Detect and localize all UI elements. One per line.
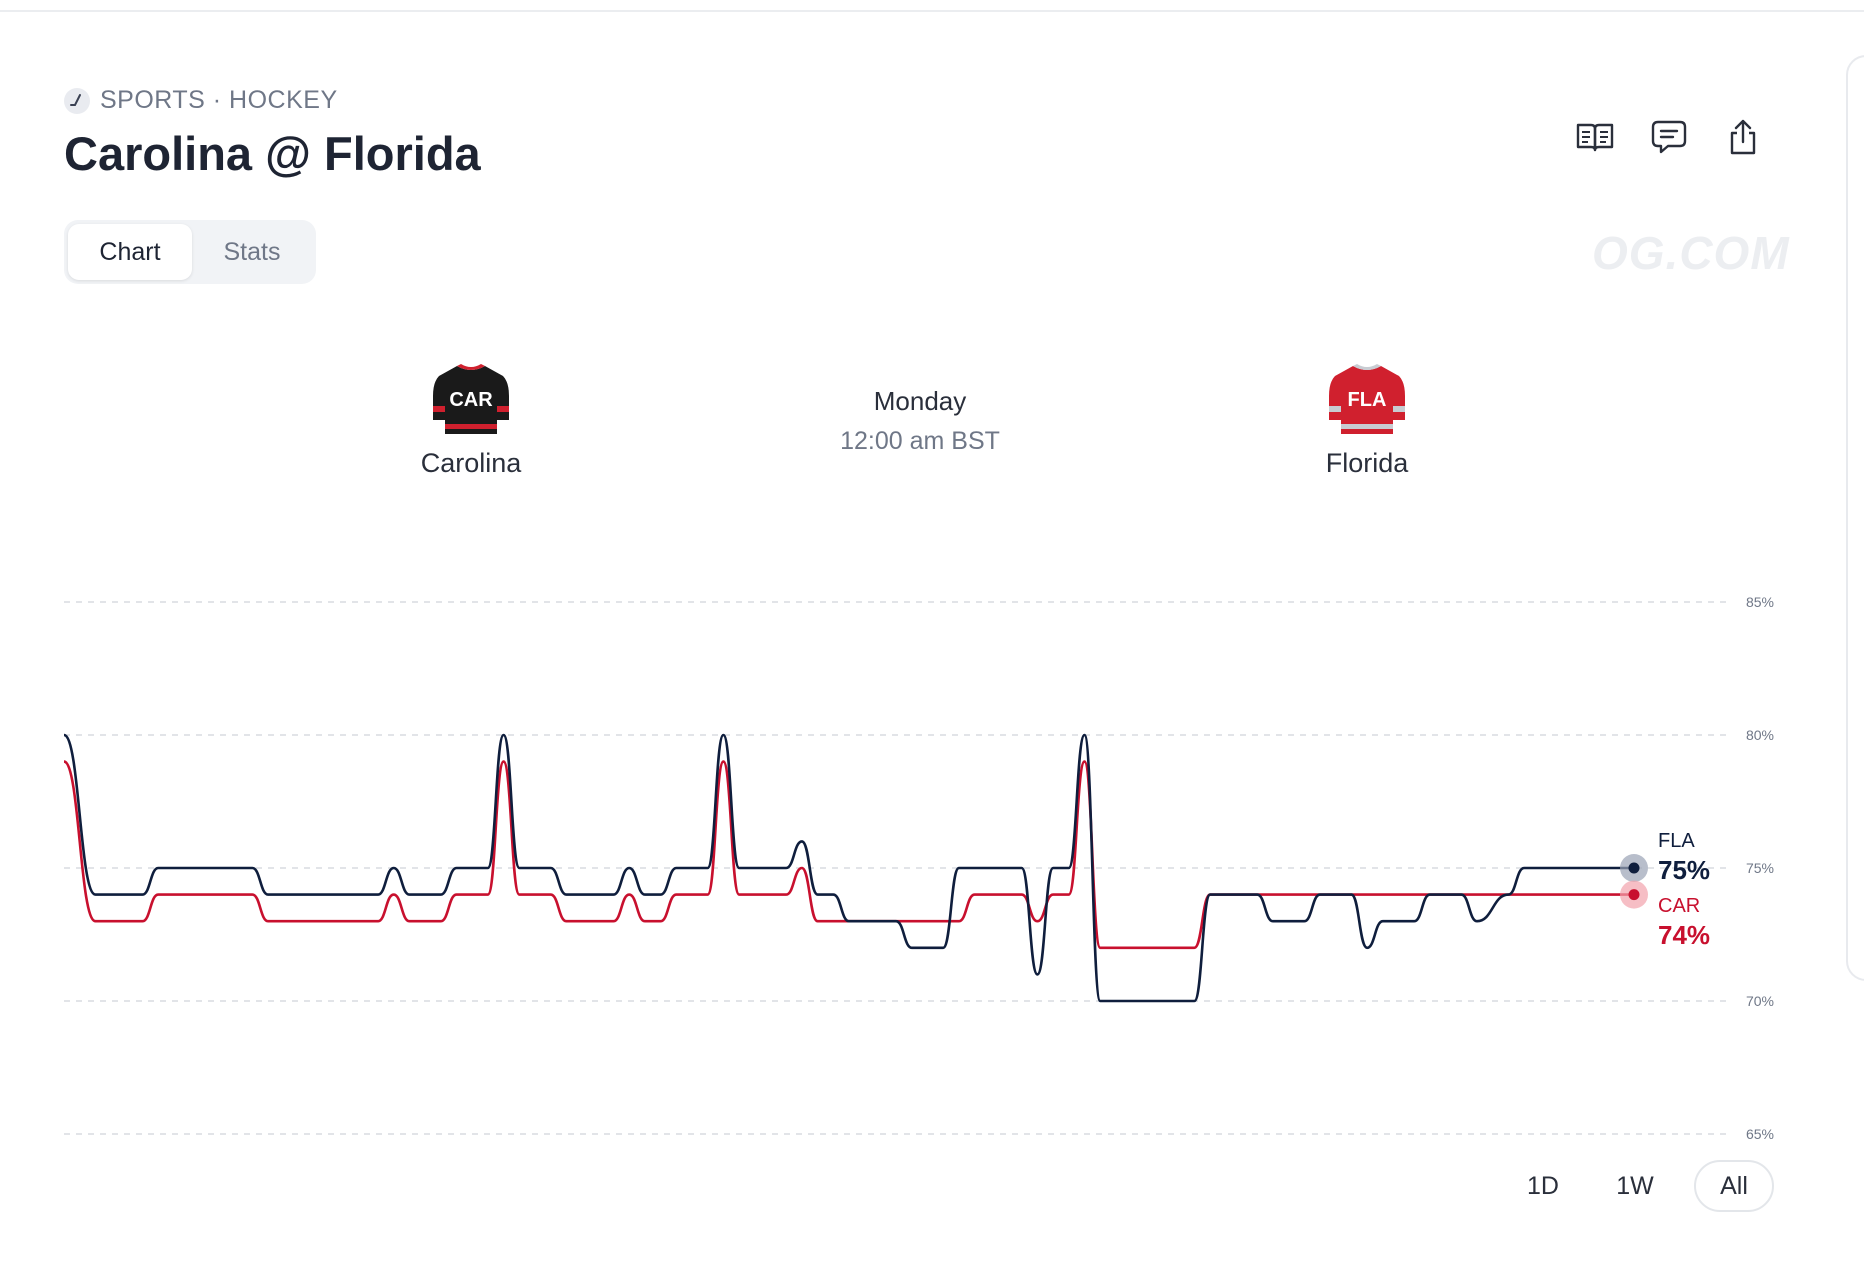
team-away-name: Carolina xyxy=(420,448,522,478)
carolina-jersey-icon: CAR xyxy=(433,364,509,434)
share-button[interactable] xyxy=(1722,116,1764,158)
game-clock: 12:00 am BST xyxy=(840,427,1000,455)
team-away[interactable]: CAR Carolina xyxy=(361,362,581,479)
team-home[interactable]: FLA Florida xyxy=(1257,362,1477,479)
series-value-label-fla: 75% xyxy=(1658,855,1710,885)
rules-button[interactable] xyxy=(1574,116,1616,158)
end-marker-car xyxy=(1628,889,1640,901)
florida-jersey-icon: FLA xyxy=(1329,364,1405,434)
probability-chart[interactable]: 85% 80% 75% 70% 65% FLA 75% CAR 74% xyxy=(0,560,1864,1160)
team-home-name: Florida xyxy=(1325,448,1409,478)
end-marker-fla xyxy=(1628,862,1640,874)
series-name-label-car: CAR xyxy=(1658,895,1700,917)
brand-watermark: OG.COM xyxy=(1592,227,1790,279)
y-tick-label: 75% xyxy=(1746,860,1774,876)
y-tick-label: 85% xyxy=(1746,594,1774,610)
series-name-label-fla: FLA xyxy=(1658,830,1695,852)
page-title: Carolina @ Florida xyxy=(64,127,481,180)
series-line-fla xyxy=(63,733,1634,1003)
series-line-car xyxy=(63,760,1634,950)
view-tabs: Chart Stats xyxy=(64,220,316,284)
breadcrumb-label: SPORTS · HOCKEY xyxy=(100,86,338,114)
tab-stats[interactable]: Stats xyxy=(223,237,281,266)
svg-text:CAR: CAR xyxy=(449,389,493,411)
svg-text:FLA: FLA xyxy=(1348,389,1387,411)
book-icon xyxy=(1576,123,1614,152)
tab-chart[interactable]: Chart xyxy=(68,224,192,280)
hockey-stick-icon xyxy=(64,87,90,114)
y-tick-label: 65% xyxy=(1746,1126,1774,1142)
game-time: Monday 12:00 am BST xyxy=(800,386,1040,456)
top-border xyxy=(0,10,1864,12)
game-day: Monday xyxy=(873,386,967,416)
range-all-button[interactable]: All xyxy=(1694,1160,1774,1212)
range-1w-button[interactable]: 1W xyxy=(1616,1171,1654,1200)
comment-icon xyxy=(1651,120,1687,154)
breadcrumb[interactable]: SPORTS · HOCKEY xyxy=(64,86,338,115)
range-1d-button[interactable]: 1D xyxy=(1527,1171,1559,1200)
y-tick-label: 80% xyxy=(1746,727,1774,743)
y-tick-label: 70% xyxy=(1746,993,1774,1009)
header-actions xyxy=(1574,116,1764,158)
comments-button[interactable] xyxy=(1648,116,1690,158)
share-icon xyxy=(1730,119,1756,155)
series-value-label-car: 74% xyxy=(1658,920,1710,950)
